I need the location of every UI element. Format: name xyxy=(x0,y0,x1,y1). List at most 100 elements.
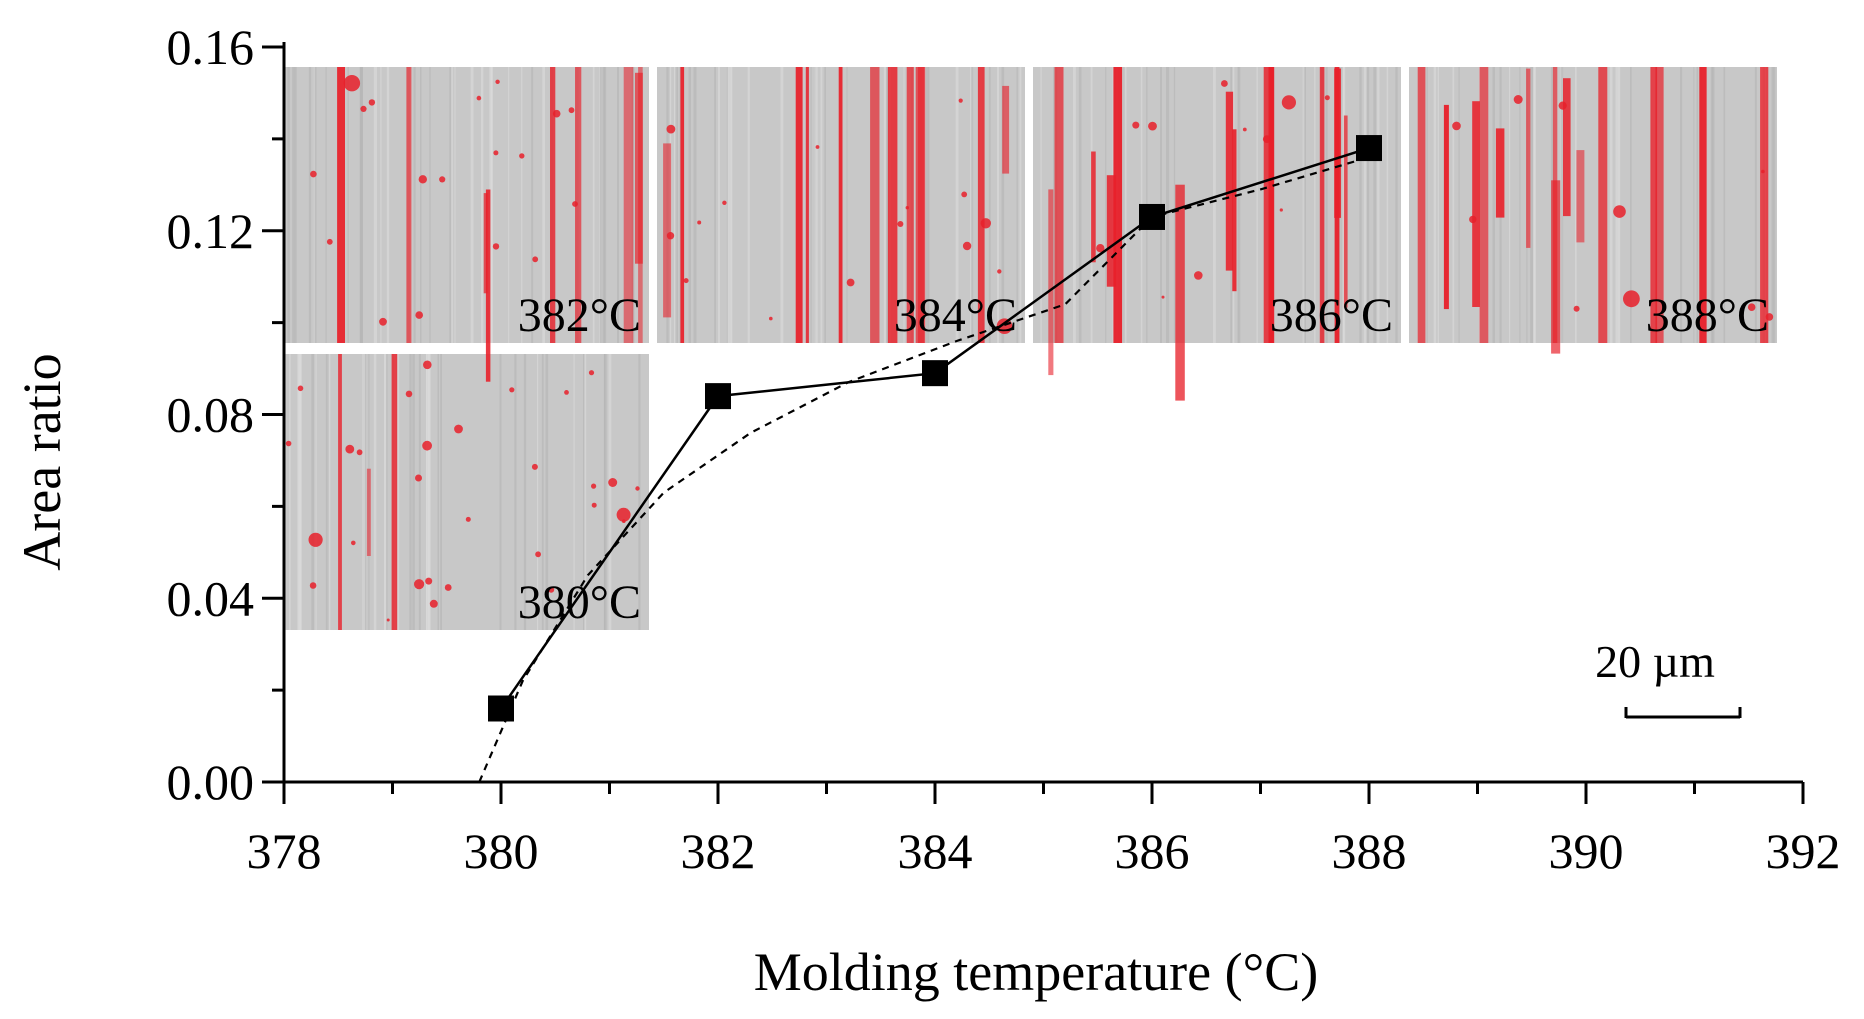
inset-grain xyxy=(1124,67,1127,343)
inset-dot xyxy=(519,153,525,159)
micrograph-inset-4: 386°C xyxy=(1033,67,1401,401)
x-axis-title: Molding temperature (°C) xyxy=(754,942,1318,1002)
inset-dot xyxy=(1761,169,1765,174)
inset-streak xyxy=(887,67,898,343)
series-line xyxy=(478,156,1370,783)
inset-grain xyxy=(386,67,390,343)
inset-dot xyxy=(616,507,631,522)
inset-grain xyxy=(1437,67,1439,343)
inset-dot xyxy=(1132,121,1140,129)
inset-grain xyxy=(413,67,416,343)
inset-streak xyxy=(635,72,643,264)
inset-dot xyxy=(564,390,569,395)
inset-label: 382°C xyxy=(518,289,641,342)
micrograph-inset-2: 382°C xyxy=(284,67,649,382)
inset-streak xyxy=(1563,78,1571,217)
inset-streak xyxy=(1699,67,1706,343)
inset-dot xyxy=(356,449,363,456)
inset-grain xyxy=(592,67,595,343)
inset-dot xyxy=(635,486,640,491)
inset-dot xyxy=(429,599,438,608)
inset-grain xyxy=(688,67,691,343)
inset-dot xyxy=(608,478,618,487)
inset-grain xyxy=(925,67,929,343)
inset-grain xyxy=(1710,67,1714,343)
inset-dot xyxy=(418,175,427,184)
inset-grain xyxy=(1773,67,1776,343)
inset-grain xyxy=(314,67,317,343)
inset-grain xyxy=(373,67,376,343)
inset-grain xyxy=(440,354,442,630)
inset-dot xyxy=(683,278,689,284)
inset-dot xyxy=(1161,295,1165,299)
inset-grain xyxy=(451,67,453,343)
inset-dot xyxy=(345,444,355,454)
inset-grain xyxy=(846,67,848,343)
inset-streak xyxy=(1760,67,1769,343)
inset-grain xyxy=(1754,67,1757,343)
inset-dot xyxy=(1513,95,1523,104)
inset-grain xyxy=(499,354,502,630)
inset-dot xyxy=(297,385,304,392)
inset-grain xyxy=(1001,67,1005,343)
inset-dot xyxy=(666,124,676,134)
inset-dot xyxy=(1573,305,1580,312)
inset-streak xyxy=(1048,189,1054,376)
inset-grain xyxy=(1395,67,1398,343)
inset-dot xyxy=(962,241,972,251)
inset-grain xyxy=(1519,67,1521,343)
inset-grain xyxy=(409,354,412,630)
inset-dot xyxy=(1194,271,1203,280)
scale-bar: 20 µm xyxy=(1595,636,1742,719)
inset-dot xyxy=(666,232,675,240)
inset-dot xyxy=(492,243,500,250)
inset-streak xyxy=(1655,67,1664,343)
inset-grain xyxy=(1019,67,1022,343)
inset-grain xyxy=(731,67,733,343)
inset-grain xyxy=(1237,67,1239,343)
inset-grain xyxy=(971,67,974,343)
inset-dot xyxy=(1262,135,1271,144)
inset-grain xyxy=(1426,67,1428,343)
inset-grain xyxy=(1680,67,1683,343)
inset-grain xyxy=(729,67,732,343)
inset-grain xyxy=(573,354,575,630)
inset-dot xyxy=(476,95,482,101)
inset-grain xyxy=(726,67,728,343)
data-point xyxy=(1356,135,1382,162)
inset-dot xyxy=(588,370,595,376)
inset-grain xyxy=(521,67,523,343)
inset-streak xyxy=(1417,67,1426,343)
inset-dot xyxy=(343,75,361,92)
inset-dot xyxy=(996,318,1013,335)
micrograph-inset-3: 384°C xyxy=(657,67,1025,343)
inset-grain xyxy=(490,67,493,343)
inset-grain xyxy=(375,67,378,343)
inset-grain xyxy=(1609,67,1613,343)
inset-grain xyxy=(294,67,297,343)
inset-grain xyxy=(1533,67,1536,343)
inset-streak xyxy=(1268,67,1275,343)
y-axis-title: Area ratio xyxy=(12,353,72,570)
inset-grain xyxy=(1696,67,1700,343)
inset-dot xyxy=(439,176,446,183)
micrograph-insets: 380°C 382°C 384°C 386°C 388°C xyxy=(284,67,1777,630)
inset-grain xyxy=(1366,67,1370,343)
x-tick-label: 390 xyxy=(1549,823,1624,879)
inset-streak xyxy=(550,67,556,343)
inset-dot xyxy=(493,150,499,156)
inset-dot xyxy=(465,516,471,522)
inset-grain xyxy=(362,354,366,630)
x-tick-label: 382 xyxy=(681,823,756,879)
inset-grain xyxy=(584,354,587,630)
data-point xyxy=(922,360,948,387)
inset-grain xyxy=(311,354,314,630)
inset-grain xyxy=(718,67,721,343)
inset-grain xyxy=(1040,67,1042,343)
inset-grain xyxy=(292,67,295,343)
inset-label: 386°C xyxy=(1270,289,1393,342)
inset-grain xyxy=(1341,67,1343,343)
inset-grain xyxy=(1314,67,1316,343)
inset-grain xyxy=(1238,67,1241,343)
